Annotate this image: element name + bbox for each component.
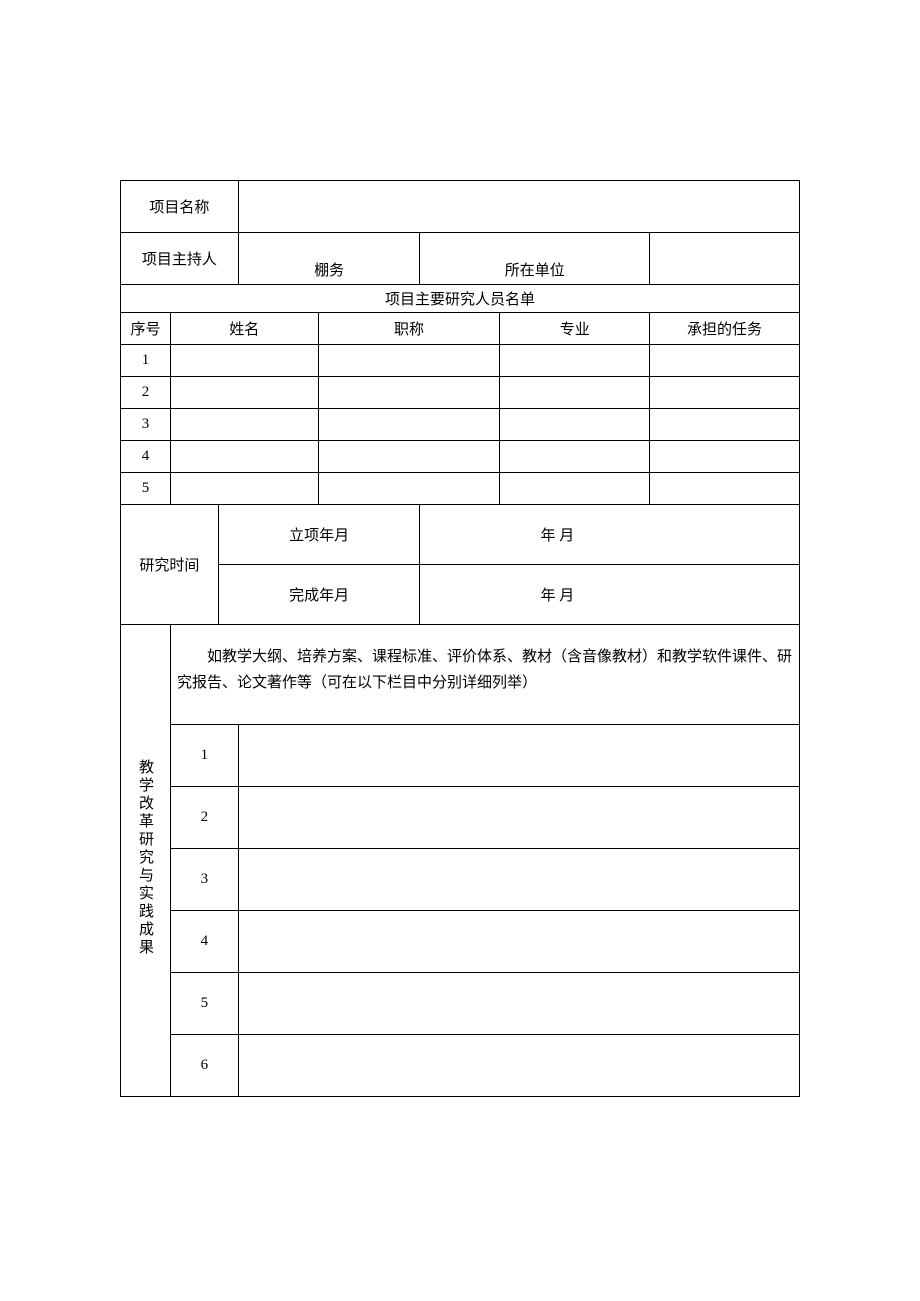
- member-major[interactable]: [500, 345, 650, 377]
- member-seq: 3: [121, 409, 171, 441]
- member-task[interactable]: [650, 377, 800, 409]
- col-seq: 序号: [121, 313, 171, 345]
- label-end-ym: 完成年月: [218, 565, 420, 625]
- member-seq: 5: [121, 473, 171, 505]
- col-task: 承担的任务: [650, 313, 800, 345]
- label-host: 项目主持人: [121, 233, 239, 285]
- member-task[interactable]: [650, 345, 800, 377]
- member-major[interactable]: [500, 441, 650, 473]
- col-title: 职称: [318, 313, 500, 345]
- member-task[interactable]: [650, 409, 800, 441]
- field-host[interactable]: 棚务: [238, 233, 420, 285]
- member-name[interactable]: [170, 377, 318, 409]
- member-name[interactable]: [170, 473, 318, 505]
- field-project-name[interactable]: [238, 181, 799, 233]
- member-major[interactable]: [500, 409, 650, 441]
- member-title[interactable]: [318, 377, 500, 409]
- label-member-title: 项目主要研究人员名单: [121, 285, 800, 313]
- member-seq: 1: [121, 345, 171, 377]
- result-seq: 3: [170, 849, 238, 911]
- member-name[interactable]: [170, 409, 318, 441]
- member-task[interactable]: [650, 473, 800, 505]
- field-host-unit[interactable]: [650, 233, 800, 285]
- result-seq: 1: [170, 725, 238, 787]
- member-name[interactable]: [170, 441, 318, 473]
- results-description: 如教学大纲、培养方案、课程标准、评价体系、教材（含音像教材）和教学软件课件、研究…: [170, 625, 799, 725]
- col-name: 姓名: [170, 313, 318, 345]
- label-results-text: 教学改革研究与实践成果: [135, 759, 156, 957]
- member-title[interactable]: [318, 473, 500, 505]
- label-results: 教学改革研究与实践成果: [121, 625, 171, 1097]
- label-host-unit: 所在单位: [420, 233, 650, 285]
- member-title[interactable]: [318, 345, 500, 377]
- member-title[interactable]: [318, 441, 500, 473]
- member-seq: 2: [121, 377, 171, 409]
- result-seq: 5: [170, 973, 238, 1035]
- result-content[interactable]: [238, 911, 799, 973]
- member-major[interactable]: [500, 377, 650, 409]
- result-content[interactable]: [238, 1035, 799, 1097]
- label-project-name: 项目名称: [121, 181, 239, 233]
- label-start-ym: 立项年月: [218, 505, 420, 565]
- result-seq: 4: [170, 911, 238, 973]
- member-major[interactable]: [500, 473, 650, 505]
- result-seq: 6: [170, 1035, 238, 1097]
- host-prefix: 棚务: [314, 263, 344, 279]
- result-content[interactable]: [238, 849, 799, 911]
- field-start-ym[interactable]: 年 月: [420, 505, 800, 565]
- field-end-ym[interactable]: 年 月: [420, 565, 800, 625]
- result-content[interactable]: [238, 973, 799, 1035]
- result-content[interactable]: [238, 787, 799, 849]
- label-research-time: 研究时间: [121, 505, 219, 625]
- result-content[interactable]: [238, 725, 799, 787]
- result-seq: 2: [170, 787, 238, 849]
- member-task[interactable]: [650, 441, 800, 473]
- col-major: 专业: [500, 313, 650, 345]
- member-title[interactable]: [318, 409, 500, 441]
- form-container: 项目名称 项目主持人 棚务 所在单位 项目主要研究人员名单 序号 姓名 职称 专…: [120, 180, 800, 1097]
- member-name[interactable]: [170, 345, 318, 377]
- main-table: 项目名称 项目主持人 棚务 所在单位 项目主要研究人员名单 序号 姓名 职称 专…: [120, 180, 800, 1097]
- member-seq: 4: [121, 441, 171, 473]
